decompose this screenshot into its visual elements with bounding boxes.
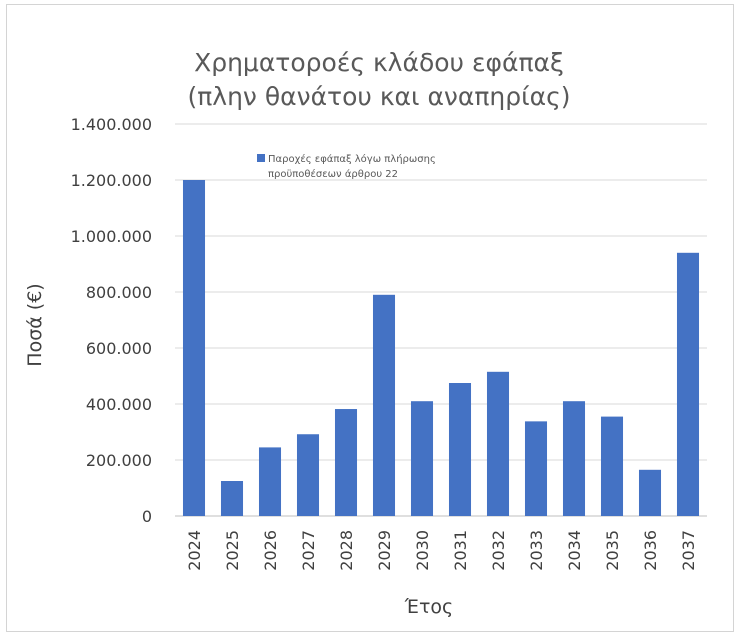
bar-2034 [562, 401, 586, 516]
bar-2025 [220, 481, 244, 516]
bar-2036 [638, 469, 662, 516]
legend-entry-line-2: προϋποθέσεων άρθρου 22 [268, 168, 398, 180]
y-tick-label: 400.000 [86, 395, 152, 414]
y-tick-label: 1.400.000 [71, 115, 152, 134]
x-tick-label: 2025 [223, 530, 242, 571]
bar-2029 [372, 294, 396, 516]
x-tick-label: 2034 [565, 530, 584, 571]
x-tick-label: 2031 [451, 530, 470, 571]
bar-2037 [676, 252, 700, 517]
x-tick-label: 2036 [641, 530, 660, 571]
y-tick-label: 200.000 [86, 451, 152, 470]
y-tick-label: 1.200.000 [71, 171, 152, 190]
x-tick-label: 2033 [527, 530, 546, 571]
bar-2035 [600, 416, 624, 516]
bar-2027 [296, 434, 320, 516]
bar-series [182, 180, 700, 517]
chart-title: Χρηματοροές κλάδου εφάπαξ (πλην θανάτου … [187, 48, 570, 111]
y-axis-tick-labels: 0 200.000 400.000 600.000 800.000 1.000.000 1.… [71, 115, 152, 526]
chart-frame: Χρηματοροές κλάδου εφάπαξ (πλην θανάτου … [6, 4, 734, 632]
legend-swatch [257, 154, 265, 162]
x-tick-label: 2032 [489, 530, 508, 571]
y-tick-label: 1.000.000 [71, 227, 152, 246]
x-tick-label: 2035 [603, 530, 622, 571]
x-tick-label: 2028 [337, 530, 356, 571]
bar-2031 [448, 383, 472, 516]
bar-chart: Χρηματοροές κλάδου εφάπαξ (πλην θανάτου … [24, 48, 707, 618]
bar-2033 [524, 421, 548, 516]
bar-2032 [486, 371, 510, 516]
x-tick-label: 2030 [413, 530, 432, 571]
gridlines [175, 123, 707, 517]
x-tick-label: 2029 [375, 530, 394, 571]
x-axis-title: Έτος [404, 596, 453, 618]
bar-2024 [182, 180, 206, 516]
y-tick-label: 0 [142, 507, 152, 526]
x-tick-label: 2026 [261, 530, 280, 571]
y-axis-title: Ποσά (€) [24, 283, 46, 366]
x-axis-tick-labels: 2024 2025 2026 2027 2028 2029 2030 2031 2032 2033… [185, 530, 698, 571]
legend-entry-line-1: Παροχές εφάπαξ λόγω πλήρωσης [268, 153, 436, 165]
x-tick-label: 2037 [679, 530, 698, 571]
x-tick-label: 2024 [185, 530, 204, 571]
bar-2026 [258, 447, 282, 516]
chart-title-line-1: Χρηματοροές κλάδου εφάπαξ [194, 48, 564, 77]
chart-title-line-2: (πλην θανάτου και αναπηρίας) [187, 82, 570, 111]
y-tick-label: 800.000 [86, 283, 152, 302]
bar-2030 [410, 401, 434, 516]
legend: Παροχές εφάπαξ λόγω πλήρωσης προϋποθέσεω… [257, 153, 436, 180]
x-tick-label: 2027 [299, 530, 318, 571]
y-tick-label: 600.000 [86, 339, 152, 358]
bar-2028 [334, 409, 358, 516]
